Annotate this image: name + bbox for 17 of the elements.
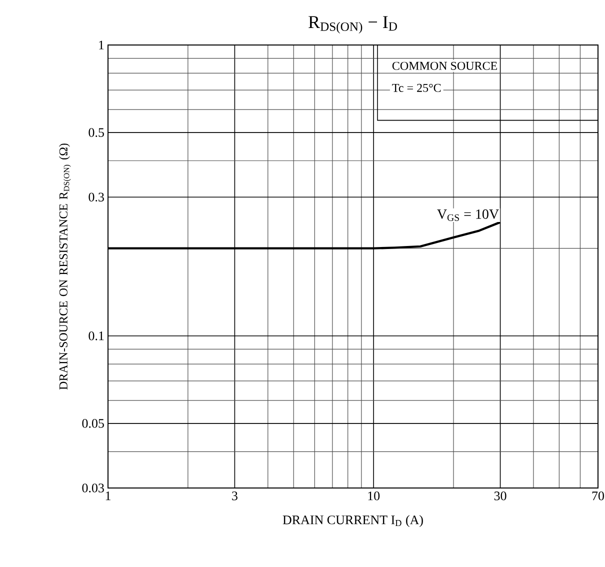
annotation: COMMON SOURCE xyxy=(392,62,498,70)
x-tick-label: 70 xyxy=(592,492,604,500)
y-tick-label: 0.05 xyxy=(82,419,104,428)
x-tick-label: 3 xyxy=(232,492,238,500)
y-tick-label: 0.3 xyxy=(88,192,104,202)
x-axis-title: DRAIN CURRENT I$_{D}$ (A) xyxy=(282,515,423,527)
y-axis-title: DRAIN-SOURCE ON RESISTANCE R$_{DS(ON)}$ (Ω) xyxy=(59,144,71,390)
series-label: V$_{GS}$ = 10V xyxy=(437,209,499,221)
x-tick-label: 1 xyxy=(106,492,110,500)
y-tick-label: 0.03 xyxy=(82,484,104,492)
y-tick-label: 1 xyxy=(99,40,104,50)
y-tick-label: 0.1 xyxy=(88,331,104,340)
y-tick-label: 0.5 xyxy=(88,128,104,137)
x-tick-label: 30 xyxy=(494,492,506,500)
x-tick-label: 10 xyxy=(368,492,380,500)
annotation: Tc = 25°C xyxy=(392,84,441,92)
chart-title: R$_{DS(ON)}$ − I$_{D}$ xyxy=(308,16,397,34)
